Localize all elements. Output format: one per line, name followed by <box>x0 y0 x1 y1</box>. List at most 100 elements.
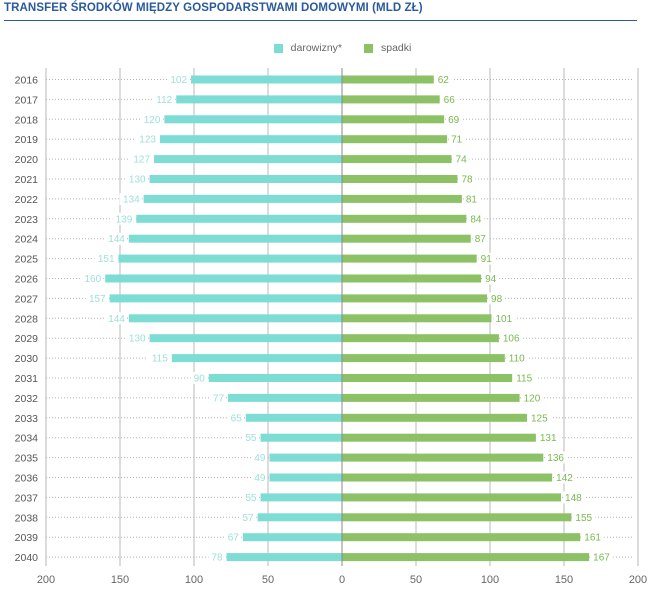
bar-spadki <box>342 393 520 402</box>
data-label: 98 <box>491 294 503 305</box>
bar-spadki <box>342 334 499 343</box>
data-label: 84 <box>470 214 482 225</box>
bar-spadki <box>342 254 477 263</box>
data-label: 167 <box>593 553 610 564</box>
bar-darowizny <box>191 75 342 84</box>
bar-spadki <box>342 374 513 382</box>
data-label-bg <box>125 332 148 345</box>
bar-darowizny <box>257 513 342 522</box>
bar-spadki <box>342 194 462 203</box>
data-label: 81 <box>466 194 478 205</box>
bar-darowizny <box>159 135 342 144</box>
legend-label-darowizny: darowizny* <box>290 42 342 54</box>
data-label: 106 <box>503 334 520 345</box>
y-tick-label: 2037 <box>15 492 39 504</box>
data-label: 134 <box>123 194 140 205</box>
y-tick-label: 2038 <box>15 512 39 524</box>
y-tick-label: 2035 <box>15 453 39 465</box>
y-tick-label: 2023 <box>15 214 39 226</box>
data-label: 66 <box>444 95 456 106</box>
data-label-bg <box>190 372 207 384</box>
data-label: 102 <box>170 75 187 86</box>
data-label: 65 <box>231 413 243 424</box>
legend-label-spadki: spadki <box>381 42 412 54</box>
bar-spadki <box>342 175 458 183</box>
data-label-bg <box>489 292 506 305</box>
bar-darowizny <box>171 354 342 363</box>
x-tick-label: 0 <box>339 574 345 586</box>
data-label-bg <box>208 551 225 564</box>
data-label: 125 <box>531 413 548 424</box>
data-label: 157 <box>89 294 106 305</box>
data-label: 55 <box>245 433 257 444</box>
bar-darowizny <box>149 175 342 183</box>
bar-spadki <box>342 314 492 323</box>
bar-darowizny <box>269 473 342 482</box>
data-label-bg <box>104 232 127 245</box>
data-label: 148 <box>565 493 582 504</box>
data-label-bg <box>545 451 568 464</box>
bar-darowizny <box>176 95 342 104</box>
bar-spadki <box>342 354 505 363</box>
legend-item-darowizny: darowizny* <box>273 42 342 54</box>
bar-darowizny <box>228 393 342 402</box>
bar-darowizny <box>128 234 342 243</box>
data-label-bg <box>453 153 470 166</box>
data-label: 130 <box>129 175 146 186</box>
x-tick-label: 50 <box>262 574 274 586</box>
y-tick-label: 2039 <box>15 532 39 544</box>
data-label: 142 <box>556 473 573 484</box>
data-label: 130 <box>129 334 146 345</box>
y-tick-label: 2032 <box>15 393 39 405</box>
x-tick-label: 50 <box>410 574 422 586</box>
bar-spadki <box>342 433 536 442</box>
data-label-bg <box>441 93 458 106</box>
legend-item-spadki: spadki <box>364 42 411 54</box>
bar-spadki <box>342 95 440 104</box>
bar-spadki <box>342 294 488 303</box>
bar-darowizny <box>242 533 342 542</box>
data-label: 144 <box>108 314 125 325</box>
data-label: 136 <box>547 453 564 464</box>
bar-darowizny <box>143 194 342 203</box>
y-tick-label: 2027 <box>15 293 39 305</box>
y-tick-label: 2034 <box>15 433 39 445</box>
data-label: 87 <box>475 234 487 245</box>
bar-spadki <box>342 493 562 502</box>
bar-spadki <box>342 453 544 462</box>
data-label-bg <box>242 431 259 444</box>
data-label-bg <box>227 411 244 424</box>
data-label: 94 <box>485 274 497 285</box>
data-label: 127 <box>133 155 150 166</box>
title-rule <box>4 20 637 21</box>
data-label: 77 <box>213 393 225 404</box>
y-tick-label: 2020 <box>15 154 39 166</box>
data-label-bg <box>582 531 605 544</box>
data-label-bg <box>81 272 104 285</box>
data-label: 78 <box>211 553 223 564</box>
y-tick-label: 2018 <box>15 114 39 126</box>
bar-darowizny <box>128 314 342 323</box>
data-label: 74 <box>456 155 468 166</box>
data-label: 67 <box>228 533 240 544</box>
data-label-bg <box>140 113 163 126</box>
data-label-bg <box>242 491 259 504</box>
data-label-bg <box>446 113 463 126</box>
data-label: 120 <box>144 115 161 126</box>
bar-spadki <box>342 234 471 243</box>
data-label: 155 <box>575 513 592 524</box>
bar-darowizny <box>136 214 342 223</box>
data-label-bg <box>147 352 170 365</box>
bar-darowizny <box>260 493 342 502</box>
y-tick-label: 2016 <box>15 75 39 87</box>
bar-spadki <box>342 274 482 283</box>
data-label-bg <box>85 292 108 305</box>
data-label-bg <box>224 531 241 544</box>
data-label-bg <box>251 471 268 484</box>
data-label-bg <box>449 133 466 146</box>
data-label: 115 <box>152 354 168 365</box>
bar-darowizny <box>109 294 342 303</box>
data-label-bg <box>251 451 268 464</box>
y-tick-label: 2019 <box>15 134 39 146</box>
bar-spadki <box>342 135 448 144</box>
